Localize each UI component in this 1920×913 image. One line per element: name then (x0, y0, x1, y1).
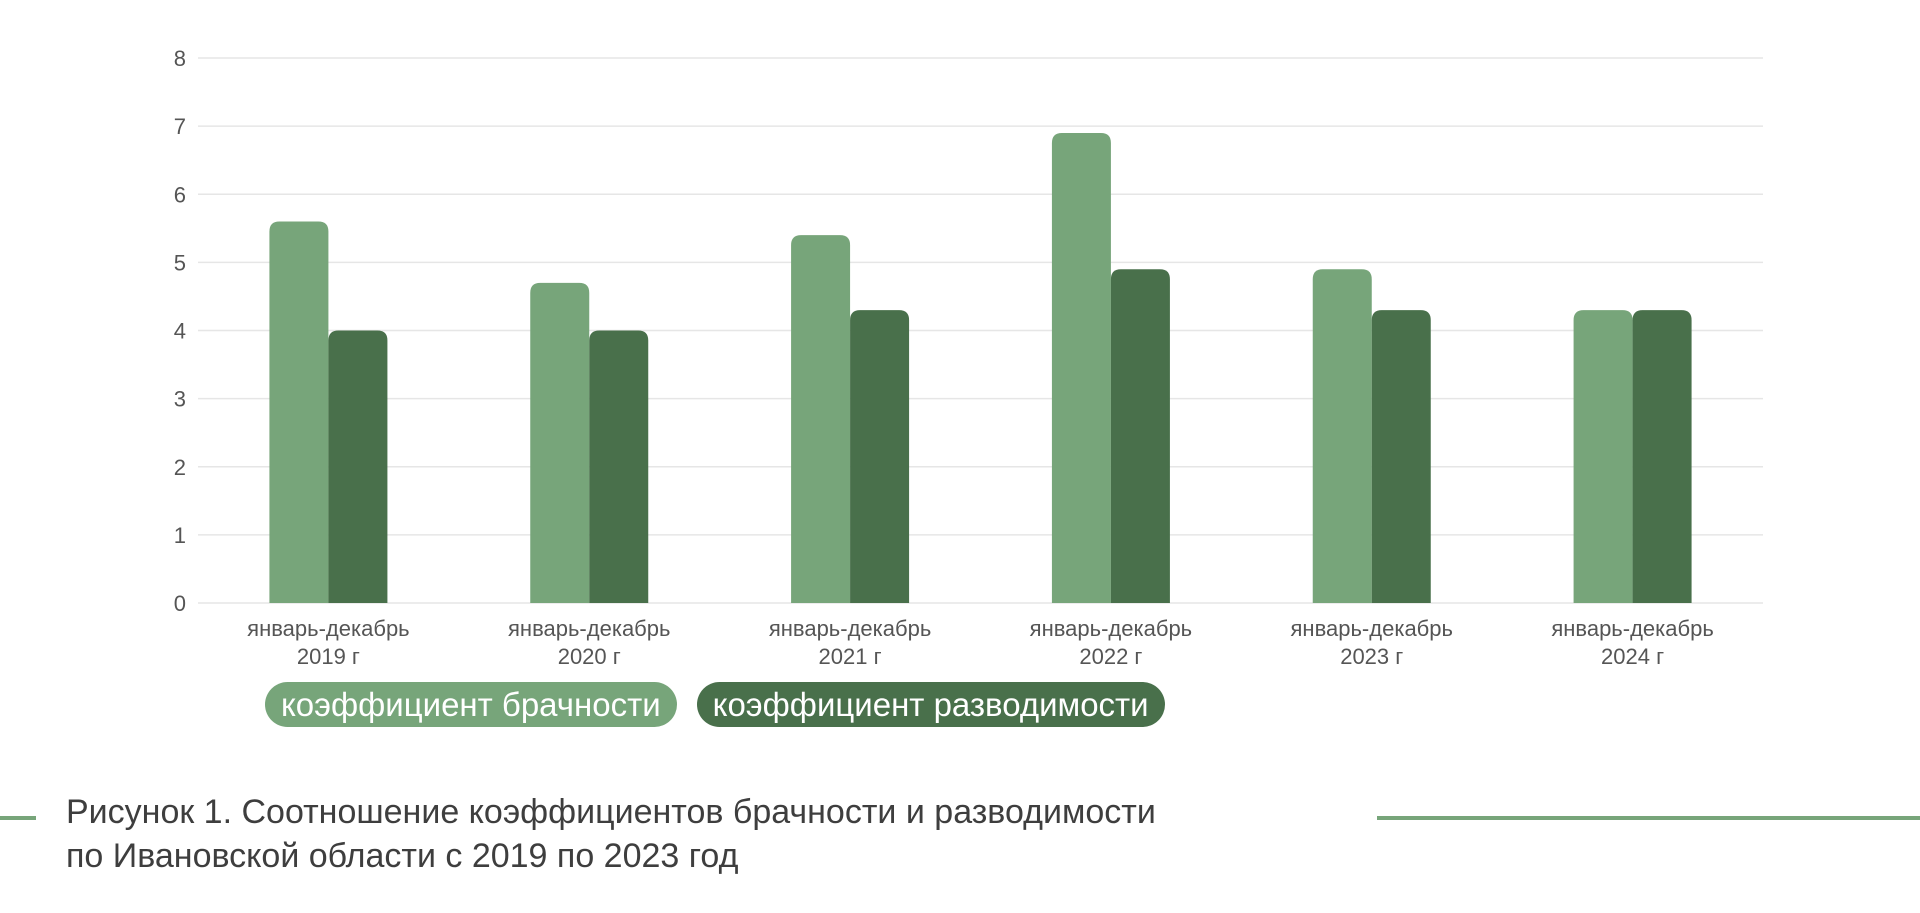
bar-divorce (1371, 310, 1431, 603)
legend: коэффициент брачности коэффициент развод… (265, 682, 1165, 727)
x-tick-label: 2023 г (1340, 644, 1403, 669)
x-tick-label: январь-декабрь (1030, 616, 1192, 641)
bar-chart: 0 1 2 3 4 5 6 7 8 январь-декабрь 2019 г январь-дека… (174, 46, 1763, 669)
x-tick-label: 2021 г (819, 644, 882, 669)
bar-marriage (1312, 269, 1372, 603)
y-tick-label: 5 (174, 250, 186, 275)
y-tick-label: 8 (174, 46, 186, 71)
bar-marriage (269, 221, 329, 603)
bar-marriage (1051, 132, 1111, 603)
caption-line-2: по Ивановской области с 2019 по 2023 год (66, 837, 739, 875)
x-tick-label: 2024 г (1601, 644, 1664, 669)
bar-marriage (791, 235, 851, 603)
x-tick-label: январь-декабрь (247, 616, 409, 641)
y-tick-label: 4 (174, 319, 186, 344)
bar-marriage (530, 282, 590, 603)
legend-item-divorce: коэффициент разводимости (696, 682, 1165, 727)
bar-divorce (850, 310, 910, 603)
x-tick-label: январь-декабрь (769, 616, 931, 641)
y-tick-label: 7 (174, 114, 186, 139)
y-tick-label: 6 (174, 182, 186, 207)
bar-divorce (328, 330, 388, 603)
caption-line-left (0, 816, 36, 820)
bar-divorce (1632, 310, 1692, 603)
x-tick-label: 2022 г (1079, 644, 1142, 669)
y-tick-label: 3 (174, 387, 186, 412)
x-tick-label: 2020 г (558, 644, 621, 669)
legend-item-marriage: коэффициент брачности (265, 682, 677, 727)
y-tick-label: 2 (174, 455, 186, 480)
x-tick-label: январь-декабрь (508, 616, 670, 641)
bar-divorce (589, 330, 649, 603)
caption-line-right (1377, 816, 1920, 820)
x-tick-label: январь-декабрь (1551, 616, 1713, 641)
figure-caption: Рисунок 1. Соотношение коэффициентов бра… (66, 790, 1366, 878)
bar-marriage (1573, 310, 1633, 603)
caption-line-1: Рисунок 1. Соотношение коэффициентов бра… (66, 793, 1156, 831)
y-tick-label: 0 (174, 591, 186, 616)
x-tick-label: январь-декабрь (1291, 616, 1453, 641)
x-tick-label: 2019 г (297, 644, 360, 669)
bar-divorce (1110, 269, 1170, 603)
y-tick-label: 1 (174, 523, 186, 548)
